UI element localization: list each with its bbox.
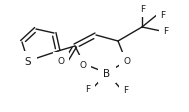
Text: O: O (80, 60, 87, 69)
Text: F: F (85, 85, 91, 94)
Text: F: F (123, 86, 129, 95)
Text: B: B (103, 68, 111, 78)
Text: S: S (25, 56, 31, 66)
Text: F: F (160, 11, 166, 20)
Text: F: F (163, 27, 169, 36)
Text: O: O (123, 57, 130, 66)
Text: F: F (140, 4, 146, 13)
Text: O: O (57, 57, 64, 66)
